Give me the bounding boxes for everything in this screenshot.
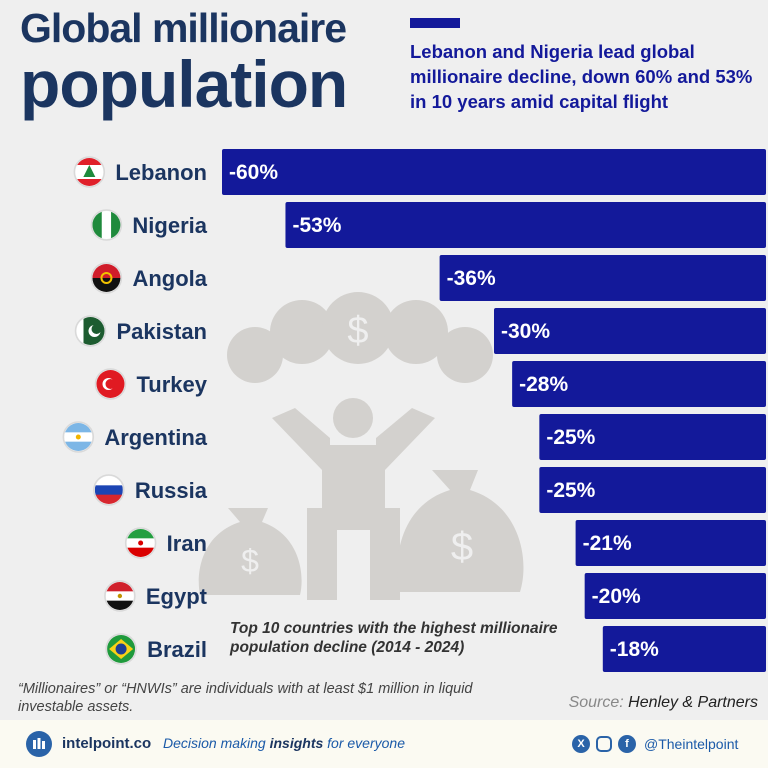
turkey-flag-icon — [94, 368, 127, 400]
pakistan-flag-icon — [74, 315, 107, 347]
bar-egypt — [584, 573, 766, 619]
category-label: Iran — [167, 531, 207, 556]
category-label: Egypt — [146, 584, 208, 609]
bar-argentina — [539, 414, 766, 460]
bar-value-label: -30% — [501, 320, 550, 343]
category-label: Brazil — [147, 637, 207, 662]
bar-value-label: -28% — [519, 373, 568, 396]
social-handle[interactable]: @Theintelpoint — [644, 736, 739, 752]
category-label: Nigeria — [132, 213, 207, 238]
footer: intelpoint.co Decision making insights f… — [0, 720, 768, 768]
bar-value-label: -36% — [447, 267, 496, 290]
category-label: Turkey — [136, 372, 207, 397]
facebook-icon[interactable]: f — [618, 735, 636, 753]
lebanon-flag-icon — [73, 156, 106, 188]
bar-angola — [439, 255, 766, 301]
title-line-1: Global millionaire — [20, 5, 347, 51]
money-illustration-icon: $ $ $ — [198, 292, 524, 600]
source: Source: Henley & Partners — [569, 694, 758, 712]
footnote: “Millionaires” or “HNWIs” are individual… — [18, 681, 473, 716]
bar-russia — [539, 467, 766, 513]
bar-value-label: -53% — [292, 214, 341, 237]
egypt-flag-icon — [104, 580, 136, 612]
nigeria-flag-icon — [90, 209, 123, 241]
x-icon[interactable]: X — [572, 735, 590, 753]
brand-link[interactable]: intelpoint.co — [62, 735, 152, 752]
category-label: Pakistan — [117, 319, 208, 344]
bar-turkey — [512, 361, 766, 407]
intelpoint-logo-icon — [26, 731, 52, 757]
bar-pakistan — [494, 308, 766, 354]
title-line-2: population — [20, 47, 348, 121]
russia-flag-icon — [93, 474, 125, 506]
bar-brazil — [602, 626, 766, 672]
social-links: X f @Theintelpoint — [572, 733, 738, 755]
tagline: Decision making insights for everyone — [163, 735, 405, 751]
svg-text:$: $ — [451, 525, 473, 569]
argentina-flag-icon — [62, 421, 95, 453]
category-label: Argentina — [104, 425, 207, 450]
svg-text:$: $ — [241, 543, 259, 579]
category-label: Russia — [135, 478, 208, 503]
bar-value-label: -18% — [610, 638, 659, 661]
subtitle: Lebanon and Nigeria lead global milliona… — [410, 41, 753, 112]
bar-value-label: -21% — [583, 532, 632, 555]
bar-value-label: -60% — [229, 161, 278, 184]
svg-text:$: $ — [347, 310, 368, 352]
bar-value-label: -25% — [546, 426, 595, 449]
bar-nigeria — [285, 202, 766, 248]
accent-bar — [410, 18, 460, 28]
source-label: Source: — [568, 694, 624, 711]
page-title: Global millionaire population — [20, 5, 348, 121]
bar-lebanon — [222, 149, 766, 195]
brazil-flag-icon — [105, 633, 137, 665]
bar-value-label: -25% — [546, 479, 595, 502]
category-label: Angola — [132, 266, 207, 291]
bar-iran — [575, 520, 766, 566]
chart-note: Top 10 countries with the highest millio… — [230, 620, 558, 656]
category-label: Lebanon — [115, 160, 207, 185]
angola-flag-icon — [90, 262, 123, 294]
instagram-icon[interactable] — [596, 736, 612, 752]
bar-value-label: -20% — [592, 585, 641, 608]
source-value: Henley & Partners — [628, 694, 758, 711]
iran-flag-icon — [124, 527, 157, 559]
